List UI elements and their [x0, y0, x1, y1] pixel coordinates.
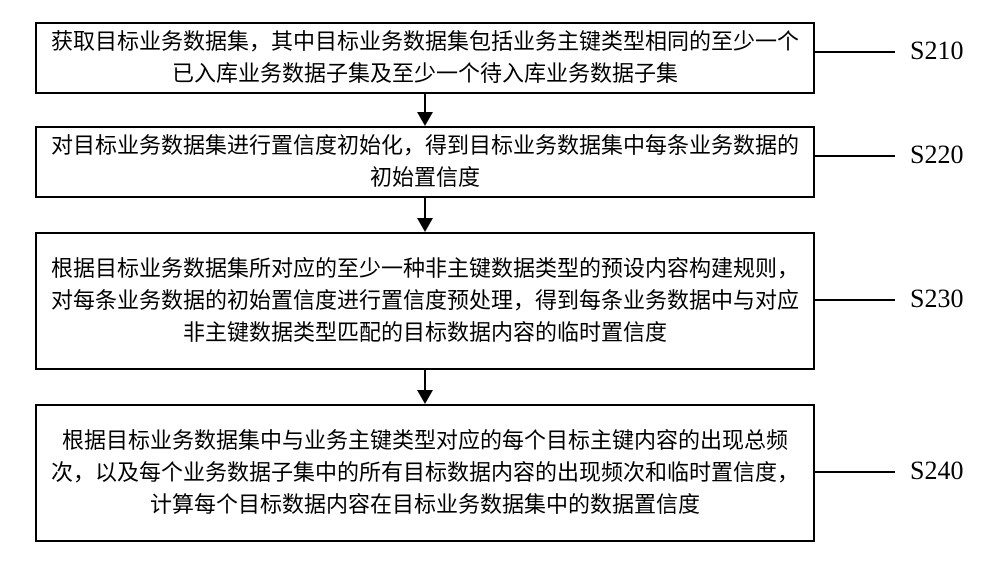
- flow-node-s230: 根据目标业务数据集所对应的至少一种非主键数据类型的预设内容构建规则，对每条业务数…: [35, 232, 815, 370]
- flow-label-s230: S230: [910, 284, 963, 314]
- label-connector-s230: [815, 299, 895, 301]
- label-connector-s240: [815, 471, 895, 473]
- flow-edge-s230-s240: [35, 370, 815, 404]
- flow-node-s210: 获取目标业务数据集，其中目标业务数据集包括业务主键类型相同的至少一个已入库业务数…: [35, 22, 815, 94]
- label-connector-s210: [815, 51, 895, 53]
- arrow-down-icon: [417, 112, 433, 126]
- flow-label-s220: S220: [910, 140, 963, 170]
- flow-label-s210: S210: [910, 36, 963, 66]
- flow-node-text: 对目标业务数据集进行置信度初始化，得到目标业务数据集中每条业务数据的初始置信度: [49, 130, 801, 194]
- flow-node-s220: 对目标业务数据集进行置信度初始化，得到目标业务数据集中每条业务数据的初始置信度: [35, 126, 815, 198]
- flow-node-s240: 根据目标业务数据集中与业务主键类型对应的每个目标主键内容的出现总频次，以及每个业…: [35, 404, 815, 542]
- flow-node-text: 获取目标业务数据集，其中目标业务数据集包括业务主键类型相同的至少一个已入库业务数…: [49, 26, 801, 90]
- flow-node-text: 根据目标业务数据集中与业务主键类型对应的每个目标主键内容的出现总频次，以及每个业…: [49, 425, 801, 521]
- flow-edge-s210-s220: [35, 94, 815, 126]
- label-connector-s220: [815, 155, 895, 157]
- flowchart-diagram: 获取目标业务数据集，其中目标业务数据集包括业务主键类型相同的至少一个已入库业务数…: [20, 14, 980, 554]
- flow-node-text: 根据目标业务数据集所对应的至少一种非主键数据类型的预设内容构建规则，对每条业务数…: [49, 253, 801, 349]
- flow-edge-s220-s230: [35, 198, 815, 232]
- arrow-down-icon: [417, 218, 433, 232]
- flow-label-s240: S240: [910, 456, 963, 486]
- arrow-down-icon: [417, 390, 433, 404]
